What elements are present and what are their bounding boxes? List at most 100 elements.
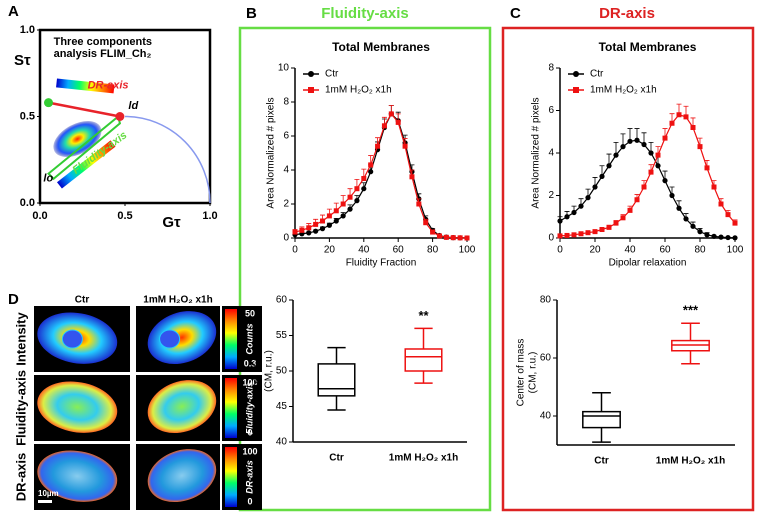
marker <box>627 207 633 213</box>
marker <box>564 214 570 220</box>
marker <box>599 173 605 179</box>
row-label: DR-axis <box>13 453 28 501</box>
nucleus <box>159 329 181 349</box>
colorbar-top: 100 <box>242 446 257 456</box>
marker <box>683 114 689 120</box>
marker <box>662 135 668 141</box>
annotation: lo <box>43 173 53 185</box>
marker <box>578 203 584 209</box>
panel-heading: Fluidity-axis <box>321 5 409 22</box>
marker <box>319 226 326 232</box>
y-tick-label: 8 <box>548 63 554 74</box>
y-tick-label: 2 <box>283 199 289 210</box>
marker <box>648 150 654 156</box>
marker <box>464 235 470 241</box>
x-tick-label: 100 <box>727 245 744 256</box>
y-tick-label: 0 <box>283 233 289 244</box>
colorbar-label: Fluidity-axis <box>244 382 254 435</box>
x-tick-label: 0 <box>557 245 563 256</box>
x-tick-label: 1mM H₂O₂ x1h <box>389 453 458 464</box>
cell <box>147 311 217 365</box>
y-tick-label: 2 <box>548 190 554 201</box>
colorbar <box>225 447 237 507</box>
fluidity-band <box>47 114 122 181</box>
x-tick-label: 40 <box>358 245 370 256</box>
marker <box>326 213 332 219</box>
marker <box>613 220 619 226</box>
x-tick-label: 1mM H₂O₂ x1h <box>656 456 725 467</box>
marker <box>718 234 724 240</box>
rainbow-bar <box>57 140 116 189</box>
x-axis-label: Gτ <box>162 214 181 231</box>
legend-marker <box>573 71 579 77</box>
colorbar-label: Counts <box>244 324 254 355</box>
marker <box>648 169 654 175</box>
y-tick-label: 55 <box>276 330 288 341</box>
cell <box>37 450 118 502</box>
marker <box>381 123 387 129</box>
panel-letter: B <box>246 5 257 22</box>
chart-title: Total Membranes <box>332 40 430 54</box>
x-tick-label: 80 <box>694 245 706 256</box>
marker <box>557 233 563 239</box>
marker <box>585 230 591 236</box>
marker <box>571 209 577 216</box>
chart-title: Three components <box>54 36 152 48</box>
marker <box>641 141 647 148</box>
marker <box>655 163 661 169</box>
colorbar-top: 50 <box>245 308 255 318</box>
marker <box>354 186 360 192</box>
x-tick-label: 20 <box>324 245 336 256</box>
y-tick-label: 6 <box>548 105 554 116</box>
marker <box>557 218 563 224</box>
colorbar-top: 100 <box>242 377 257 387</box>
marker <box>292 229 298 235</box>
y-tick-label: 8 <box>283 97 289 108</box>
dr-axis-line <box>48 101 121 118</box>
panel-frame <box>238 26 492 512</box>
box <box>317 363 356 397</box>
universal-circle <box>124 115 211 204</box>
marker <box>620 215 626 221</box>
panel-heading: DR-axis <box>599 5 655 22</box>
marker <box>606 224 612 230</box>
y-axis-label: Area Normalized # pixels <box>531 97 542 208</box>
marker <box>361 176 367 181</box>
panel-d: Ctr 1mM H₂O₂ x1h Intensity 50 0.3 Counts Fluid… <box>13 295 262 510</box>
x-tick-label: 40 <box>624 245 636 256</box>
marker <box>627 138 633 144</box>
marker <box>690 223 696 229</box>
significance: *** <box>683 303 699 318</box>
y-tick-label: 0 <box>548 233 554 244</box>
marker <box>725 212 731 218</box>
marker <box>368 169 374 175</box>
chart-title: analysis FLIM_Ch₂ <box>54 48 152 60</box>
marker <box>592 184 598 190</box>
y-tick-label: 6 <box>283 131 289 142</box>
y-tick-label: 1.0 <box>20 24 35 36</box>
x-tick-label: 60 <box>393 245 405 256</box>
y-tick-label: 0.0 <box>20 197 35 209</box>
x-tick-label: Ctr <box>594 456 609 467</box>
marker <box>634 197 640 203</box>
significance: ** <box>418 308 429 323</box>
cell <box>37 381 118 433</box>
x-axis-label: Fluidity Fraction <box>346 258 417 269</box>
marker <box>732 235 738 241</box>
colorbar-bottom: 0 <box>247 496 252 506</box>
colorbar <box>225 378 237 438</box>
y-axis-label: Sτ <box>14 52 31 69</box>
marker <box>620 144 626 150</box>
marker <box>340 213 346 219</box>
row-label: Intensity <box>13 312 28 366</box>
marker <box>361 186 367 192</box>
x-tick-label: Ctr <box>329 453 344 464</box>
marker <box>613 152 619 158</box>
marker <box>704 232 710 238</box>
marker <box>718 201 724 207</box>
legend-label: Ctr <box>325 69 339 80</box>
x-tick-label: 1.0 <box>202 210 217 222</box>
marker <box>313 221 319 227</box>
box <box>404 348 443 372</box>
